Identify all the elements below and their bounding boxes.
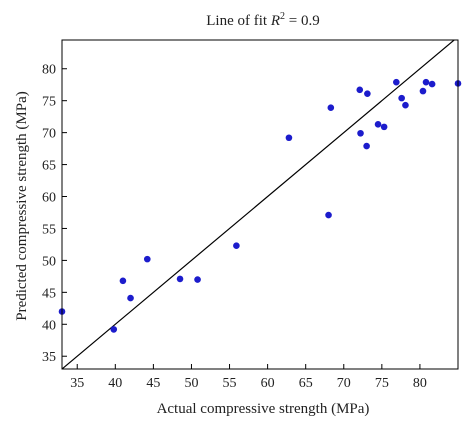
x-tick-label-0: 35: [70, 376, 84, 391]
y-tick-label-9: 80: [42, 63, 56, 78]
data-point-1: [110, 326, 118, 333]
data-point-19: [402, 101, 409, 109]
x-tick-label-8: 75: [375, 376, 389, 391]
data-point-16: [380, 123, 388, 131]
data-point-22: [428, 80, 436, 88]
x-tick-label-5: 60: [261, 376, 275, 391]
plot-area: 35 40 45 50 55 60 65 70 75 80 35 40 45 50 55 60 65 70 75 80: [42, 39, 462, 391]
x-tick-label-7: 70: [337, 376, 351, 391]
y-axis-label: Predicted compressive strength (MPa): [14, 91, 30, 321]
data-point-9: [325, 211, 332, 219]
data-point-10: [327, 104, 335, 112]
data-point-15: [374, 121, 382, 128]
data-point-18: [398, 94, 405, 102]
y-tick-label-0: 35: [42, 350, 56, 365]
x-tick-label-2: 45: [146, 376, 160, 391]
y-tick-label-7: 70: [42, 127, 56, 142]
x-tick-label-4: 55: [223, 376, 237, 391]
y-tick-label-2: 45: [42, 286, 56, 301]
y-tick-label-5: 60: [42, 191, 56, 206]
chart-title-prefix: Line of fit: [206, 13, 271, 29]
data-point-8: [285, 134, 293, 142]
x-tick-label-6: 65: [299, 376, 313, 391]
data-point-11: [356, 86, 364, 94]
data-point-6: [194, 276, 201, 283]
data-point-7: [233, 242, 240, 250]
data-point-4: [143, 255, 151, 263]
y-tick-label-1: 40: [42, 318, 56, 333]
y-tick-label-8: 75: [42, 95, 56, 110]
y-tick-label-3: 50: [42, 254, 56, 269]
data-point-21: [422, 78, 430, 86]
data-point-17: [393, 78, 400, 86]
plot-frame: [61, 39, 459, 370]
data-point-14: [364, 90, 371, 97]
data-point-20: [419, 87, 427, 95]
chart-title-variable: R: [270, 13, 280, 29]
chart-title: Line of fit R2 = 0.9: [206, 11, 319, 29]
chart-title-superscript: 2: [280, 11, 285, 22]
data-point-3: [127, 294, 134, 302]
y-tick-label-4: 55: [42, 222, 56, 237]
chart-title-suffix: = 0.9: [285, 13, 320, 29]
data-point-12: [357, 129, 364, 137]
x-axis-label: Actual compressive strength (MPa): [157, 401, 370, 417]
data-point-13: [363, 142, 370, 150]
y-tick-label-6: 65: [42, 159, 56, 174]
x-tick-label-3: 50: [184, 376, 198, 391]
data-point-5: [176, 275, 184, 283]
x-tick-label-1: 40: [108, 376, 122, 391]
fit-line: [62, 40, 456, 369]
data-point-2: [119, 277, 127, 285]
x-tick-label-9: 80: [413, 376, 427, 391]
